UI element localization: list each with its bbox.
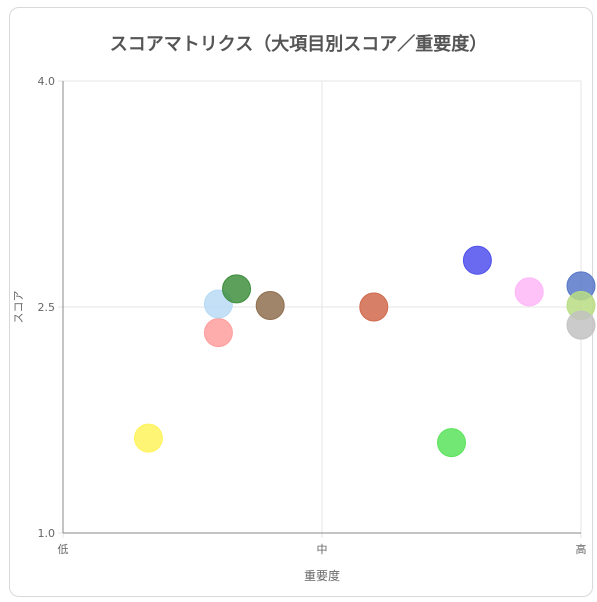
tick-labels: 1.0 2.5 4.0 低 中 高 [38, 75, 587, 556]
data-point [566, 310, 596, 340]
data-point [437, 428, 466, 458]
chart-card [9, 7, 593, 597]
data-point [255, 290, 285, 320]
x-tick-label: 中 [317, 543, 328, 556]
data-point [133, 423, 163, 453]
y-axis-label: スコア [12, 291, 25, 324]
grid-lines [58, 80, 582, 538]
data-point [462, 245, 492, 275]
x-axis-label: 重要度 [304, 568, 340, 583]
axes [62, 81, 581, 534]
data-point [203, 318, 233, 348]
data-point [359, 292, 389, 322]
x-tick-label: 低 [58, 543, 69, 556]
data-point [222, 274, 252, 304]
data-point [514, 277, 544, 307]
data-points [133, 245, 596, 458]
x-tick-label: 高 [576, 542, 587, 556]
y-tick-label: 4.0 [38, 75, 56, 88]
y-tick-label: 2.5 [38, 301, 56, 314]
y-tick-label: 1.0 [38, 527, 56, 540]
chart-title: スコアマトリクス（大項目別スコア／重要度） [109, 34, 488, 55]
